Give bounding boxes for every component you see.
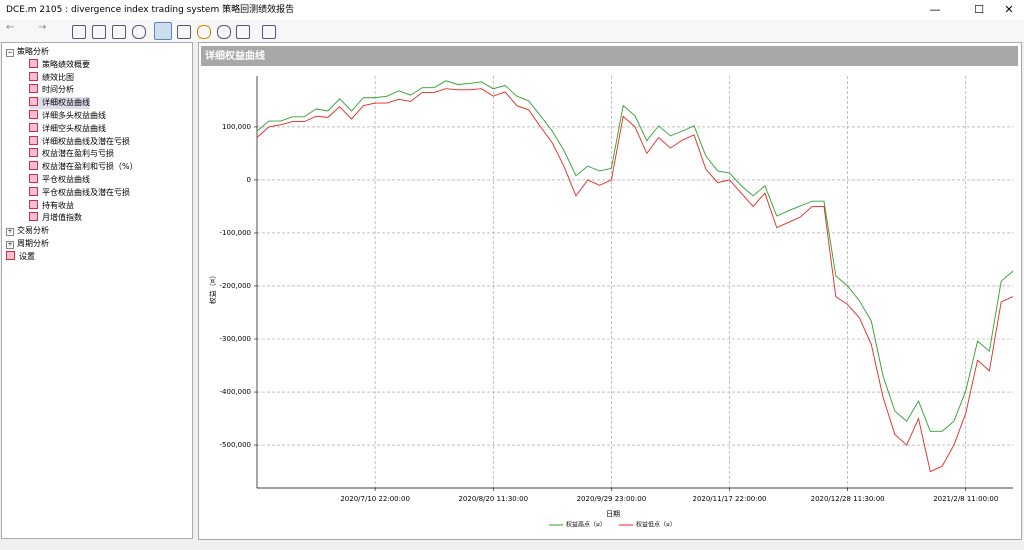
toolbar: ← → <box>0 20 1024 43</box>
x-tick-label: 2020/12/28 11:30:00 <box>811 495 885 503</box>
chart-button[interactable] <box>262 25 276 39</box>
tree-label: 交易分析 <box>17 226 49 236</box>
tree-item[interactable]: 详细权益曲线及潜在亏损 <box>29 135 130 148</box>
tree-label: 周期分析 <box>17 239 49 248</box>
forward-button[interactable]: → <box>38 22 47 33</box>
tree-label: 绩效比图 <box>42 72 74 82</box>
x-tick-label: 2020/7/10 22:00:00 <box>340 495 410 503</box>
y-tick-label: 100,000 <box>222 123 251 131</box>
x-axis-label: 日期 <box>606 510 620 518</box>
series-line <box>256 80 1014 432</box>
window-title: DCE.m 2105 : divergence index trading sy… <box>6 5 295 15</box>
tree-label: 详细权益曲线 <box>42 98 90 108</box>
tree-icon <box>29 135 38 145</box>
tree-label: 详细多头权益曲线 <box>42 111 106 120</box>
tree-label: 策略绩效概要 <box>42 59 90 69</box>
tree-label: 持有收益 <box>42 200 74 210</box>
tree-label: 策略分析 <box>17 47 49 56</box>
copy-button[interactable] <box>92 25 106 39</box>
tree-icon <box>29 199 38 209</box>
tree-item[interactable]: + 交易分析 <box>6 225 49 237</box>
tree-label: 详细权益曲线及潜在亏损 <box>42 136 130 146</box>
tree-label: 设置 <box>19 251 35 261</box>
tree-label: 权益潜在盈利和亏损（%） <box>42 162 138 172</box>
y-tick-label: -200,000 <box>220 282 251 290</box>
legend-label: 权益高点（¤） <box>566 521 606 529</box>
y-tick-label: -400,000 <box>220 388 251 396</box>
tree-label: 平仓权益曲线及潜在亏损 <box>42 187 130 197</box>
tree-item[interactable]: 详细多头权益曲线 <box>29 110 106 122</box>
tree-item[interactable]: 权益潜在盈利和亏损（%） <box>29 161 138 173</box>
tree-icon <box>29 110 38 119</box>
tree-icon: + <box>6 241 14 249</box>
tree-icon: − <box>6 49 14 57</box>
chart-header <box>201 46 1018 66</box>
tree-icon <box>6 250 15 260</box>
tree-label: 详细空头权益曲线 <box>42 123 106 133</box>
tree-item[interactable]: 持有收益 <box>29 199 74 212</box>
series-line <box>256 88 1014 473</box>
y-axis-label: 权益（¤） <box>208 272 217 304</box>
tree-icon <box>29 71 38 81</box>
tree-icon <box>29 212 38 222</box>
tree-item[interactable]: 平仓权益曲线及潜在亏损 <box>29 186 130 199</box>
maximize-button[interactable]: ☐ <box>974 3 984 16</box>
tree-item[interactable]: 设置 <box>6 250 35 263</box>
tree-item[interactable]: 权益潜在盈利与亏损 <box>29 148 114 160</box>
y-tick-label: 0 <box>247 176 251 184</box>
pan-button[interactable] <box>177 25 191 39</box>
tree-label: 平仓权益曲线 <box>42 175 90 184</box>
x-tick-label: 2020/8/20 11:30:00 <box>458 495 528 503</box>
y-tick-label: -300,000 <box>220 335 251 343</box>
tree-item[interactable]: + 周期分析 <box>6 238 49 250</box>
tree-icon <box>29 97 38 107</box>
tree-item[interactable]: 平仓权益曲线 <box>29 174 90 186</box>
tree-item[interactable]: 详细空头权益曲线 <box>29 122 106 135</box>
tree-icon <box>29 161 38 171</box>
tree-item[interactable]: 详细权益曲线 <box>29 97 90 110</box>
tree-item[interactable]: 策略绩效概要 <box>29 58 90 71</box>
tree-icon <box>29 148 38 158</box>
y-tick-label: -500,000 <box>220 441 251 449</box>
tree-item[interactable]: − 策略分析 <box>6 46 49 58</box>
tree-icon <box>29 58 38 68</box>
zoom-out-button[interactable] <box>217 25 231 39</box>
tree-label: 月增值指数 <box>42 213 82 223</box>
print-button[interactable] <box>112 25 126 39</box>
chart-panel: 详细权益曲线 日期 权益（¤） -500,000 -400,000 -300,000… <box>198 42 1022 540</box>
tree-label: 时间分析 <box>42 85 74 95</box>
tree-icon <box>29 174 38 183</box>
tree-icon <box>29 186 38 196</box>
back-button[interactable]: ← <box>6 22 15 33</box>
x-tick-label: 2020/11/17 22:00:00 <box>692 495 766 503</box>
settings-button[interactable] <box>132 25 146 39</box>
tree-item[interactable]: 月增值指数 <box>29 212 82 224</box>
tree-item[interactable]: 时间分析 <box>29 84 74 96</box>
tree-item[interactable]: 绩效比图 <box>29 71 74 84</box>
y-tick-label: -100,000 <box>220 229 251 237</box>
cursor-button[interactable] <box>154 22 172 40</box>
chart: 详细权益曲线 日期 权益（¤） -500,000 -400,000 -300,000… <box>201 46 1018 529</box>
tree-label: 权益潜在盈利与亏损 <box>42 149 114 159</box>
tree-icon <box>29 122 38 132</box>
legend-label: 权益低点（¤） <box>636 521 676 529</box>
save-button[interactable] <box>72 25 86 39</box>
minimize-button[interactable]: — <box>929 3 941 16</box>
tree-icon: + <box>6 228 14 237</box>
chart-title: 详细权益曲线 <box>205 49 265 62</box>
tree-icon <box>29 84 38 94</box>
x-tick-label: 2020/9/29 23:00:00 <box>577 495 647 503</box>
close-button[interactable]: ✕ <box>1004 3 1014 16</box>
zoom-in-button[interactable] <box>197 25 211 39</box>
view-button[interactable] <box>236 25 250 39</box>
title-bar: DCE.m 2105 : divergence index trading sy… <box>0 0 1024 20</box>
x-tick-label: 2021/2/8 11:00:00 <box>933 495 998 503</box>
tree-panel: − 策略分析 策略绩效概要 绩效比图 时间分析 详细权益曲线 详细多头权益曲线 详细空头权益曲… <box>1 42 193 539</box>
